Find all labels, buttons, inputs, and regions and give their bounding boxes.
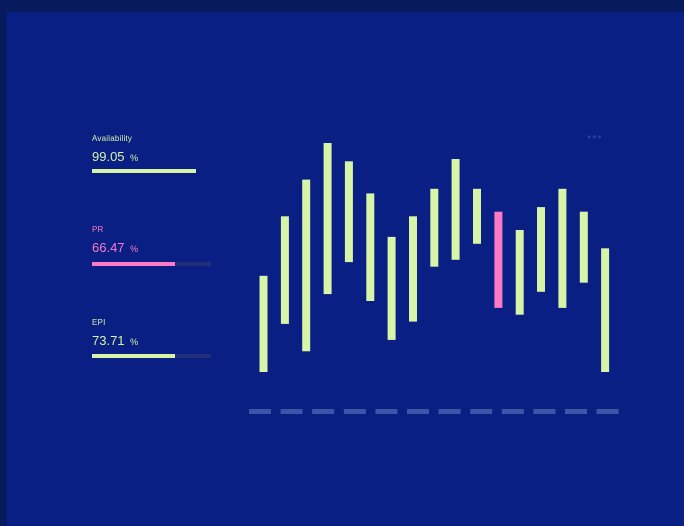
x-tick-placeholder	[533, 409, 556, 414]
range-bar	[409, 216, 417, 322]
range-bar	[387, 236, 396, 340]
range-bar	[601, 248, 610, 372]
metric-progress-track	[92, 169, 211, 173]
x-tick-placeholder	[343, 409, 366, 414]
range-bar	[537, 207, 545, 292]
x-tick-placeholder	[501, 409, 524, 414]
metric-progress-track	[92, 262, 211, 266]
metric-number: 99.05	[92, 149, 125, 164]
range-bar	[302, 179, 311, 352]
metric-label: EPI	[92, 318, 106, 327]
range-bar	[515, 230, 524, 315]
metric-number: 66.47	[92, 240, 125, 255]
range-bar	[259, 275, 268, 372]
metric-availability: Availability 99.05 %	[92, 134, 212, 173]
range-bar	[473, 188, 481, 244]
metric-unit: %	[130, 244, 139, 254]
metric-progress-fill	[92, 169, 196, 173]
metric-pr: PR 66.47 %	[92, 225, 212, 266]
range-bar	[430, 188, 439, 267]
metric-unit: %	[130, 153, 139, 163]
x-tick-placeholder	[280, 409, 303, 414]
metric-value: 66.47 %	[92, 240, 212, 255]
metric-progress-fill	[92, 262, 175, 266]
metric-number: 73.71	[92, 333, 125, 348]
range-bar	[280, 216, 289, 324]
range-bar	[558, 188, 567, 308]
metric-value: 73.71 %	[92, 333, 212, 348]
window-top-edge	[0, 0, 684, 12]
range-bar	[494, 211, 503, 308]
range-bar	[451, 159, 460, 260]
x-tick-placeholder	[249, 409, 271, 414]
x-tick-placeholder	[375, 409, 398, 414]
range-bar	[323, 143, 332, 295]
more-options-button[interactable]: •••	[587, 130, 603, 144]
metric-unit: %	[130, 337, 139, 347]
metric-progress-track	[92, 354, 211, 358]
metric-epi: EPI 73.71 %	[92, 318, 212, 358]
x-tick-placeholder	[407, 409, 429, 414]
metric-progress-fill	[92, 354, 175, 358]
more-horizontal-icon: •••	[587, 130, 603, 144]
range-bar	[366, 193, 375, 301]
metric-label: Availability	[92, 134, 133, 143]
metric-value: 99.05 %	[92, 149, 212, 164]
x-tick-placeholder	[596, 409, 619, 414]
x-tick-placeholder	[312, 409, 335, 414]
x-tick-placeholder	[470, 409, 493, 414]
range-bar	[579, 211, 588, 283]
x-tick-placeholder	[438, 409, 461, 414]
x-tick-placeholder	[565, 409, 587, 414]
dashboard-panel	[7, 12, 684, 526]
metric-label: PR	[92, 225, 104, 234]
window-left-edge	[0, 0, 7, 526]
range-bar	[344, 161, 353, 263]
